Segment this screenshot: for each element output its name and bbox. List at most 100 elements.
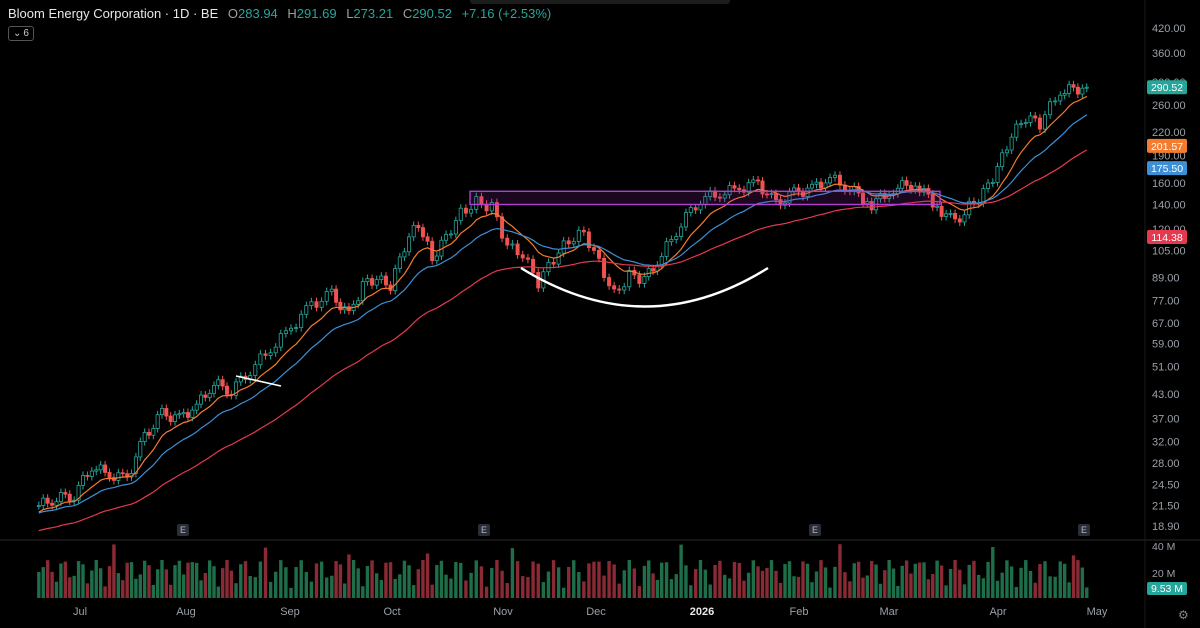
volume-bar bbox=[737, 562, 741, 598]
volume-bar bbox=[1005, 560, 1009, 598]
candle-body bbox=[1037, 117, 1042, 130]
candle-body bbox=[164, 408, 169, 417]
y-tick-label: 21.50 bbox=[1152, 500, 1180, 512]
volume-bar bbox=[986, 561, 990, 598]
candle-body bbox=[1009, 136, 1014, 151]
candle-body bbox=[76, 485, 81, 501]
volume-bar bbox=[823, 567, 828, 598]
candle-body bbox=[525, 257, 530, 260]
volume-bar bbox=[253, 577, 257, 598]
price-label-box bbox=[1147, 138, 1187, 153]
volume-bar bbox=[660, 562, 664, 598]
candle-body bbox=[953, 213, 958, 220]
volume-bar bbox=[199, 580, 203, 598]
volume-last-box bbox=[1147, 582, 1187, 595]
candle-body bbox=[756, 179, 761, 182]
volume-bar bbox=[402, 560, 407, 598]
volume-bar bbox=[388, 562, 393, 598]
candle-body bbox=[1062, 93, 1067, 96]
volume-bar bbox=[1085, 587, 1089, 598]
volume-bar bbox=[374, 573, 379, 598]
volume-bar bbox=[819, 560, 823, 598]
volume-bar bbox=[121, 580, 125, 598]
volume-bar bbox=[769, 560, 774, 598]
candle-body bbox=[36, 505, 41, 507]
candle-body bbox=[602, 257, 607, 278]
candle-body bbox=[458, 207, 463, 222]
candle-body bbox=[304, 305, 309, 315]
volume-bar bbox=[459, 562, 463, 598]
volume-bar bbox=[642, 565, 647, 598]
volume-bar bbox=[1071, 555, 1076, 598]
indicator-toggle[interactable]: ⌄ 6 bbox=[8, 26, 34, 41]
candle-body bbox=[646, 268, 651, 277]
volume-bar bbox=[325, 577, 329, 598]
candle-body bbox=[637, 274, 642, 284]
volume-bar bbox=[904, 560, 909, 598]
volume-bar bbox=[887, 560, 891, 598]
candle-body bbox=[900, 180, 905, 189]
volume-bar bbox=[220, 568, 225, 598]
volume-bar bbox=[521, 576, 525, 598]
volume-bar bbox=[765, 567, 769, 598]
volume-bar bbox=[848, 581, 852, 598]
candle-body bbox=[962, 214, 967, 223]
volume-bar bbox=[674, 574, 678, 598]
candle-body bbox=[411, 225, 416, 238]
candle-body bbox=[607, 277, 612, 287]
volume-bar bbox=[647, 560, 651, 598]
candle-body bbox=[536, 272, 541, 289]
volume-bar bbox=[655, 579, 660, 598]
volume-bar bbox=[268, 581, 273, 598]
volume-bar bbox=[632, 568, 637, 598]
volume-bar bbox=[299, 560, 303, 598]
volume-bar bbox=[1014, 586, 1019, 598]
candle-body bbox=[138, 441, 143, 458]
candle-body bbox=[717, 196, 722, 199]
candle-body bbox=[774, 193, 779, 201]
volume-bar bbox=[263, 547, 268, 598]
volume-bar bbox=[474, 560, 478, 598]
volume-bar bbox=[883, 570, 887, 598]
candle-body bbox=[463, 207, 468, 214]
candle-body bbox=[698, 204, 703, 211]
candle-body bbox=[566, 240, 571, 245]
candle-body bbox=[489, 202, 494, 212]
candle-body bbox=[869, 201, 874, 211]
volume-bar bbox=[567, 566, 571, 598]
candle-body bbox=[832, 174, 837, 178]
volume-bar bbox=[495, 560, 499, 598]
x-month-label: Feb bbox=[790, 606, 809, 618]
volume-bar bbox=[843, 572, 847, 598]
candle-body bbox=[957, 218, 962, 223]
candle-body bbox=[1043, 114, 1048, 130]
candle-body bbox=[278, 333, 283, 348]
volume-bar bbox=[684, 565, 688, 598]
symbol-title[interactable]: Bloom Energy Corporation · 1D · BE bbox=[8, 6, 219, 21]
candle-body bbox=[425, 236, 430, 242]
candle-body bbox=[944, 213, 949, 217]
volume-bar bbox=[693, 569, 698, 598]
gear-icon[interactable]: ⚙ bbox=[1178, 608, 1189, 622]
candle-body bbox=[103, 464, 108, 473]
volume-bar bbox=[1062, 563, 1067, 598]
volume-bar bbox=[913, 563, 917, 598]
candle-body bbox=[1028, 115, 1033, 123]
candle-body bbox=[737, 187, 742, 191]
price-label-text: 290.52 bbox=[1151, 82, 1183, 94]
top-toolbar-handle[interactable] bbox=[470, 0, 730, 4]
candle-body bbox=[224, 385, 229, 395]
y-tick-label: 43.00 bbox=[1152, 389, 1180, 401]
volume-bar bbox=[212, 566, 216, 598]
volume-bar bbox=[622, 570, 626, 598]
volume-bar bbox=[602, 575, 606, 598]
candle-body bbox=[393, 268, 398, 291]
candle-body bbox=[627, 270, 632, 288]
volume-bar bbox=[861, 577, 865, 598]
trend-annotation bbox=[235, 375, 282, 387]
volume-bar bbox=[309, 581, 314, 598]
volume-bar bbox=[203, 573, 208, 598]
candle-body bbox=[586, 231, 591, 248]
high-label: H bbox=[287, 6, 297, 21]
